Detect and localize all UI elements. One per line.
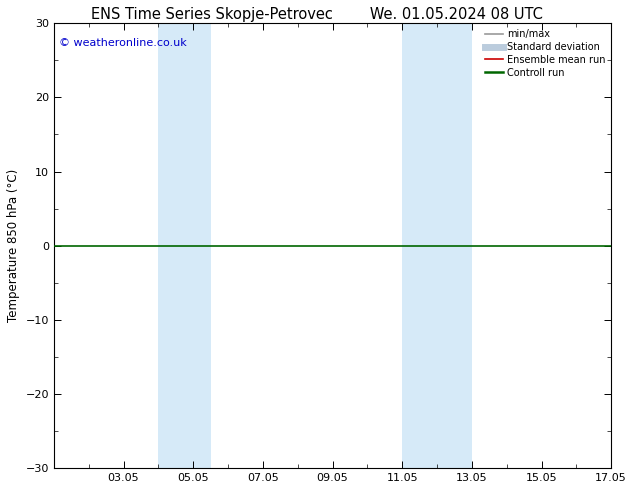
Text: ENS Time Series Skopje-Petrovec        We. 01.05.2024 08 UTC: ENS Time Series Skopje-Petrovec We. 01.0… xyxy=(91,7,543,23)
Text: © weatheronline.co.uk: © weatheronline.co.uk xyxy=(59,38,187,48)
Legend: min/max, Standard deviation, Ensemble mean run, Controll run: min/max, Standard deviation, Ensemble me… xyxy=(482,25,609,82)
Y-axis label: Temperature 850 hPa (°C): Temperature 850 hPa (°C) xyxy=(7,169,20,322)
Bar xyxy=(402,23,472,468)
Bar xyxy=(158,23,210,468)
